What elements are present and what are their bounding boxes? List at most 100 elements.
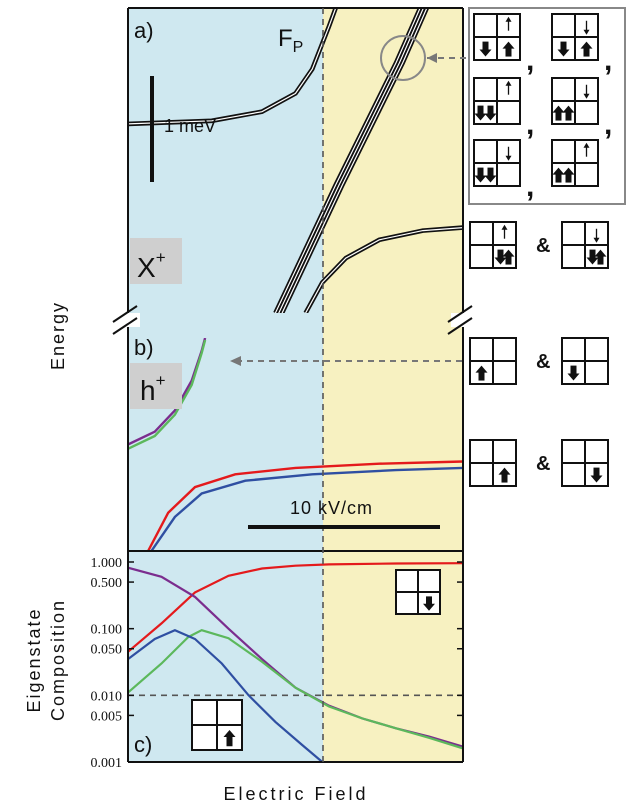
comma-separator: , <box>526 44 534 77</box>
energy-level-line-inner <box>128 8 337 125</box>
crossing-highlight-circle <box>380 35 426 81</box>
state-diagrams-legend: ,,, ,, & & & <box>469 13 612 487</box>
arrowhead <box>594 249 607 257</box>
panel-b-plot <box>128 338 463 551</box>
hole-spin-down-arrow <box>560 41 567 52</box>
state-diagram <box>469 221 517 269</box>
arrowhead <box>505 16 512 22</box>
state-diagram <box>469 337 517 385</box>
y-tick-label: 0.001 <box>91 756 123 771</box>
hole-spin-up-arrow <box>565 172 572 183</box>
arrowhead <box>479 49 492 57</box>
composition-line <box>128 562 463 653</box>
arrowhead <box>583 93 590 99</box>
x-axis-label: Electric Field <box>223 784 368 804</box>
arrowhead <box>475 365 488 373</box>
hole-spin-up-arrow <box>501 472 508 483</box>
hole-spin-up-arrow <box>226 735 233 747</box>
panel-c-ticks: 1.000 0.500 0.100 0.050 0.010 0.005 0.001 <box>91 556 463 771</box>
hole-spin-down-arrow <box>477 105 484 116</box>
high-field-region <box>323 8 463 762</box>
y-tick-label: 0.050 <box>91 643 123 658</box>
panel-c-label: c) <box>134 732 152 757</box>
axis-break-mark <box>112 317 138 335</box>
hole-spin-up-arrow <box>505 46 512 57</box>
arrowhead <box>484 175 497 183</box>
state-diagram <box>561 337 609 385</box>
composition-axis-label-line2: Composition <box>48 599 68 721</box>
arrowhead <box>562 167 575 175</box>
state-diagram <box>191 699 243 751</box>
arrowhead <box>505 155 512 161</box>
degenerate-states-frame <box>468 7 626 205</box>
arrowhead <box>557 49 570 57</box>
state-diagram <box>551 139 599 187</box>
exciton-badge: X+ <box>137 248 166 283</box>
axis-break-mark <box>447 317 473 335</box>
panel-b-label: b) <box>134 335 154 360</box>
hole-spin-down-arrow <box>487 167 494 178</box>
state-diagram <box>469 439 517 487</box>
axis-break-mark <box>112 305 138 323</box>
comma-separator: , <box>604 108 612 141</box>
energy-scale-label: 1 meV <box>164 116 216 136</box>
panel-a-label: a) <box>134 18 154 43</box>
hole-spin-up-arrow <box>565 110 572 121</box>
hole-spin-down-arrow <box>570 365 577 376</box>
arrowhead <box>502 41 515 49</box>
composition-line <box>128 629 463 750</box>
state-diagram <box>551 13 599 61</box>
y-tick-label: 0.010 <box>91 689 123 704</box>
hole-badge: h+ <box>140 371 166 406</box>
arrowhead <box>583 142 590 148</box>
energy-axis-label: Energy <box>48 301 68 370</box>
panel-a-plot <box>128 8 463 313</box>
energy-level-line-inner <box>281 8 428 313</box>
hole-spin-down-arrow <box>487 105 494 116</box>
comma-separator: , <box>526 108 534 141</box>
arrowhead <box>474 113 487 121</box>
panel-c-insets <box>191 569 441 751</box>
field-scale-label: 10 kV/cm <box>290 498 373 518</box>
ampersand: & <box>536 351 550 373</box>
y-tick-label: 1.000 <box>91 556 123 571</box>
ampersand: & <box>536 235 550 257</box>
hole-spin-down-arrow <box>482 41 489 52</box>
hole-spin-down-arrow <box>477 167 484 178</box>
hole-spin-up-arrow <box>478 370 485 381</box>
arrowhead <box>580 41 593 49</box>
panel-c-plot <box>128 562 463 762</box>
hole-spin-up-arrow <box>583 46 590 57</box>
axis-break-mark <box>447 305 473 323</box>
state-diagram <box>473 139 521 187</box>
arrowhead <box>502 249 515 257</box>
comma-separator: , <box>526 170 534 203</box>
arrowhead <box>484 113 497 121</box>
arrowhead <box>567 373 580 381</box>
composition-line <box>128 628 324 762</box>
hole-spin-up-arrow <box>505 254 512 265</box>
y-tick-label: 0.500 <box>91 576 123 591</box>
energy-level-line-inner <box>278 8 425 313</box>
arrowhead <box>583 29 590 35</box>
arrowhead <box>552 167 565 175</box>
state-diagram <box>551 77 599 125</box>
comma-separator: , <box>604 44 612 77</box>
exciton-badge-bg <box>130 238 182 284</box>
hole-energy-line <box>150 466 463 551</box>
hole-spin-down-arrow <box>593 467 600 478</box>
arrowhead <box>562 105 575 113</box>
state-diagram <box>473 77 521 125</box>
hole-energy-line <box>128 339 207 450</box>
arrowhead <box>423 603 435 611</box>
arrowhead <box>498 467 511 475</box>
arrowhead <box>474 175 487 183</box>
state-diagram <box>395 569 441 615</box>
state-diagram <box>561 439 609 487</box>
y-tick-label: 0.100 <box>91 623 123 638</box>
hole-spin-up-arrow <box>555 110 562 121</box>
arrowhead <box>586 257 599 265</box>
energy-level-line-inner <box>274 8 421 313</box>
hole-badge-bg <box>130 363 182 409</box>
